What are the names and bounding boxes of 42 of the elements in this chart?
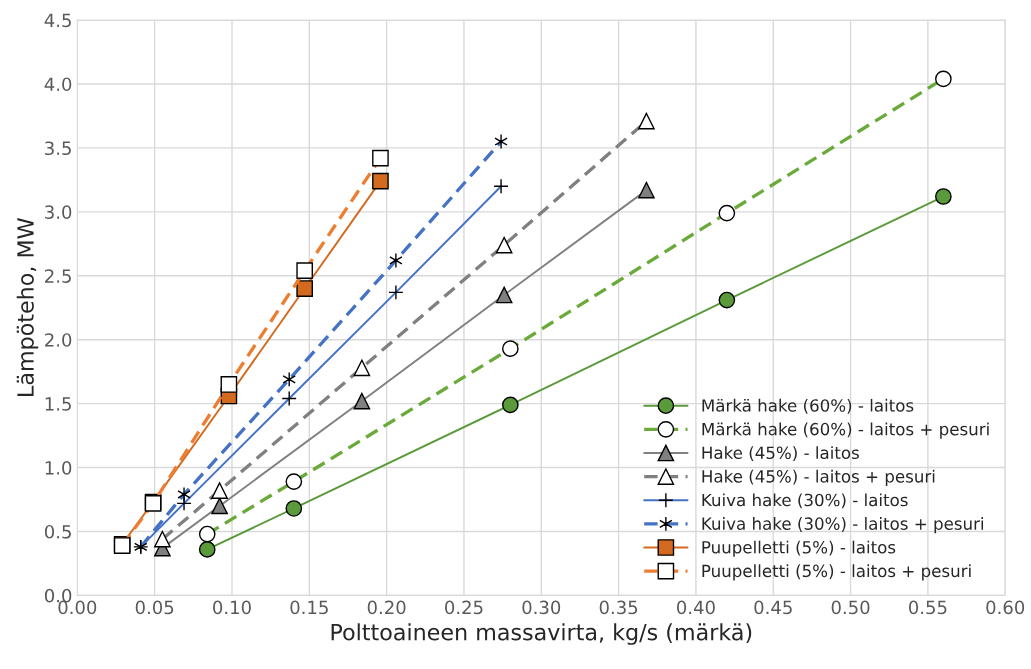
point [638,181,655,199]
y-tick-label: 4.0 [44,77,72,92]
y-tick-label: 3.0 [45,205,72,219]
x-tick-label: 0.15 [290,600,328,615]
x-tick-label: 0.50 [831,600,870,615]
x-tick-label: 0.55 [908,600,947,615]
point [198,541,216,558]
point [718,291,736,309]
legend-label: Puupelletti (5%) - laitos + pesuri [702,564,971,581]
point [296,280,313,297]
point [372,172,389,190]
legend-label: Märkä hake (60%) - laitos [702,398,914,414]
x-tick-label: 0.35 [599,600,638,615]
x-tick-label: 0.05 [135,600,174,615]
y-tick-label: 4.5 [44,13,71,28]
y-tick-label: 1.0 [45,461,72,475]
x-tick-label: 0.10 [213,600,251,615]
x-tick-label: 0.45 [754,600,792,615]
y-tick-label: 2.0 [45,333,72,347]
x-tick-label: 0.40 [677,600,715,615]
legend-label: Kuiva hake (30%) - laitos + pesuri [702,517,984,534]
legend-label: Märkä hake (60%) - laitos + pesuri [702,422,989,439]
x-tick-label: 0.25 [445,600,483,615]
x-axis-title: Polttoaineen massavirta, kg/s (märkä) [331,623,752,645]
legend-label: Kuiva hake (30%) - laitos [702,493,908,509]
x-tick-label: 0.30 [522,600,561,615]
point [211,497,228,515]
y-tick-label: 0.5 [44,524,71,539]
y-tick-label: 1.5 [45,397,71,411]
x-tick-label: 0.20 [367,600,406,615]
legend-label: Hake (45%) - laitos + pesuri [702,469,935,486]
point [935,188,952,205]
point [495,286,513,304]
y-tick-label: 2.5 [45,269,71,283]
point [353,392,371,410]
y-tick-label: 3.5 [45,141,71,156]
legend-label: Hake (45%) - laitos [702,446,859,461]
x-tick-label: 0.60 [986,600,1025,615]
y-axis-title: Lämpöteho, MW [16,218,39,396]
point [502,396,519,414]
point [285,500,303,517]
legend-label: Puupelletti (5%) - laitos [702,540,896,557]
